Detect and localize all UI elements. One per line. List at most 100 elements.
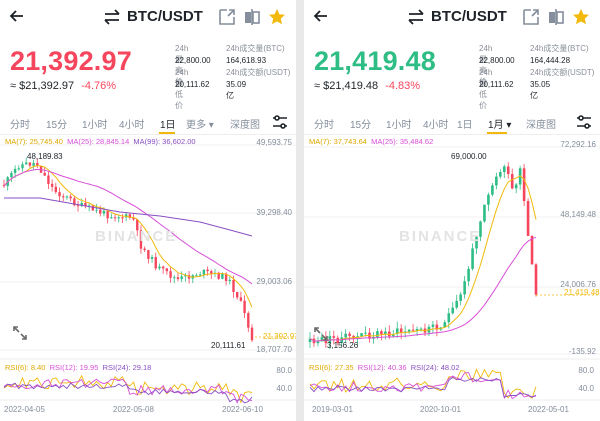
- candle-body: [387, 331, 391, 337]
- tab-15m[interactable]: 15分: [350, 120, 372, 131]
- fullscreen-icon[interactable]: [218, 8, 236, 26]
- tab-15m[interactable]: 15分: [46, 120, 68, 131]
- candle-body: [39, 165, 43, 173]
- expand-icon[interactable]: [313, 326, 329, 342]
- candle-body: [62, 196, 65, 198]
- candle-body: [58, 192, 61, 197]
- rsi12-line: [3, 378, 253, 404]
- usd-equivalent: ≈ $21,419.48: [314, 80, 379, 92]
- candle-body: [308, 338, 312, 342]
- y-label: 29,003.06: [256, 277, 292, 286]
- active-tab-underline: [487, 132, 507, 134]
- last-price-tag: 21,419.48: [564, 288, 600, 297]
- compare-icon[interactable]: [243, 8, 261, 26]
- candle-body: [483, 204, 486, 222]
- tab-depth[interactable]: 深度图: [526, 120, 556, 131]
- candle-body: [76, 205, 80, 207]
- high-annotation: 69,000.00: [451, 152, 487, 161]
- rsi24-line: [309, 376, 537, 399]
- tab-1m[interactable]: 1月 ▾: [488, 120, 512, 131]
- active-tab-underline: [159, 132, 175, 134]
- candle-body: [173, 277, 176, 279]
- candle-body: [117, 217, 120, 219]
- ma99-line: [4, 197, 253, 237]
- candle-body: [73, 198, 76, 206]
- price-change: -4.76%: [81, 80, 117, 92]
- star-icon[interactable]: [572, 8, 590, 26]
- candle-body: [415, 328, 419, 331]
- candle-body: [348, 333, 351, 336]
- candle-body: [530, 235, 534, 265]
- candle-body: [526, 201, 530, 236]
- ma99-label: MA(99): 36,602.00: [133, 137, 196, 146]
- candle-body: [499, 172, 502, 177]
- candle-body: [47, 175, 50, 184]
- candle-body: [32, 162, 35, 166]
- tab-1d[interactable]: 1日: [457, 120, 473, 131]
- candle-body: [447, 313, 451, 323]
- candlestick-chart-left[interactable]: [0, 0, 296, 421]
- y-label: 18,707.70: [256, 345, 292, 354]
- candle-body: [475, 236, 478, 249]
- vol-usdt-value: 35.05亿: [530, 80, 551, 100]
- tab-timeshare[interactable]: 分时: [314, 120, 334, 131]
- tab-1h[interactable]: 1小时: [386, 120, 412, 131]
- tab-timeshare[interactable]: 分时: [10, 120, 30, 131]
- vol-btc-label: 24h成交量(BTC): [530, 44, 589, 53]
- candle-body: [161, 266, 165, 269]
- candle-body: [158, 266, 161, 269]
- candle-body: [28, 162, 32, 166]
- tab-1h[interactable]: 1小时: [82, 120, 108, 131]
- interval-tabs: 分时 15分 1小时 4小时 1日 更多 ▾ 深度图: [0, 110, 296, 135]
- pair-title[interactable]: BTC/USDT: [127, 8, 203, 25]
- fullscreen-icon[interactable]: [522, 8, 540, 26]
- rsi-y-label: 40.0: [276, 384, 292, 393]
- expand-icon[interactable]: [12, 325, 28, 341]
- candle-body: [459, 294, 462, 301]
- candle-body: [316, 341, 320, 344]
- right-panel: BTC/USDT 21,419.48 ≈ $21,419.48 -4.83% 2…: [304, 0, 600, 421]
- candle-body: [217, 272, 220, 279]
- candlestick-chart-right[interactable]: [304, 0, 600, 421]
- rsi6-line: [3, 374, 253, 404]
- ma25-label: MA(25): 35,484.62: [371, 137, 434, 146]
- tab-more[interactable]: 更多 ▾: [186, 120, 214, 131]
- price-sub: ≈ $21,419.48 -4.83%: [314, 80, 420, 92]
- ma25-line: [309, 236, 537, 342]
- candle-body: [25, 162, 28, 165]
- tab-depth[interactable]: 深度图: [230, 120, 260, 131]
- candle-body: [502, 166, 506, 173]
- candle-body: [479, 221, 482, 237]
- x-label: 2022-04-05: [4, 405, 45, 414]
- candle-body: [95, 209, 98, 211]
- interval-tabs: 分时 15分 1小时 4小时 1日 1月 ▾ 深度图: [304, 110, 600, 135]
- price-sub: ≈ $21,392.97 -4.76%: [10, 80, 116, 92]
- candle-body: [84, 202, 87, 207]
- high-annotation: 48,189.83: [27, 152, 63, 161]
- settings-sliders-icon[interactable]: [272, 115, 288, 129]
- settings-sliders-icon[interactable]: [576, 115, 592, 129]
- last-price: 21,392.97: [10, 46, 132, 76]
- compare-icon[interactable]: [547, 8, 565, 26]
- star-icon[interactable]: [268, 8, 286, 26]
- candle-body: [250, 327, 254, 341]
- candle-body: [534, 264, 538, 295]
- candle-body: [99, 209, 102, 214]
- candle-body: [232, 279, 235, 292]
- candle-body: [451, 307, 455, 314]
- back-arrow-icon[interactable]: [312, 7, 330, 25]
- candle-body: [143, 248, 146, 251]
- swap-icon[interactable]: [103, 9, 121, 25]
- pair-title[interactable]: BTC/USDT: [431, 8, 507, 25]
- y-label: 24,006.76: [560, 280, 596, 289]
- candle-body: [121, 217, 124, 219]
- tab-4h[interactable]: 4小时: [119, 120, 145, 131]
- vol-btc-label: 24h成交量(BTC): [226, 44, 285, 53]
- back-arrow-icon[interactable]: [8, 7, 26, 25]
- candle-body: [10, 172, 13, 178]
- rsi6-line: [309, 368, 537, 399]
- tab-4h[interactable]: 4小时: [423, 120, 449, 131]
- candle-body: [384, 331, 387, 335]
- swap-icon[interactable]: [407, 9, 425, 25]
- tab-1d[interactable]: 1日: [160, 120, 176, 131]
